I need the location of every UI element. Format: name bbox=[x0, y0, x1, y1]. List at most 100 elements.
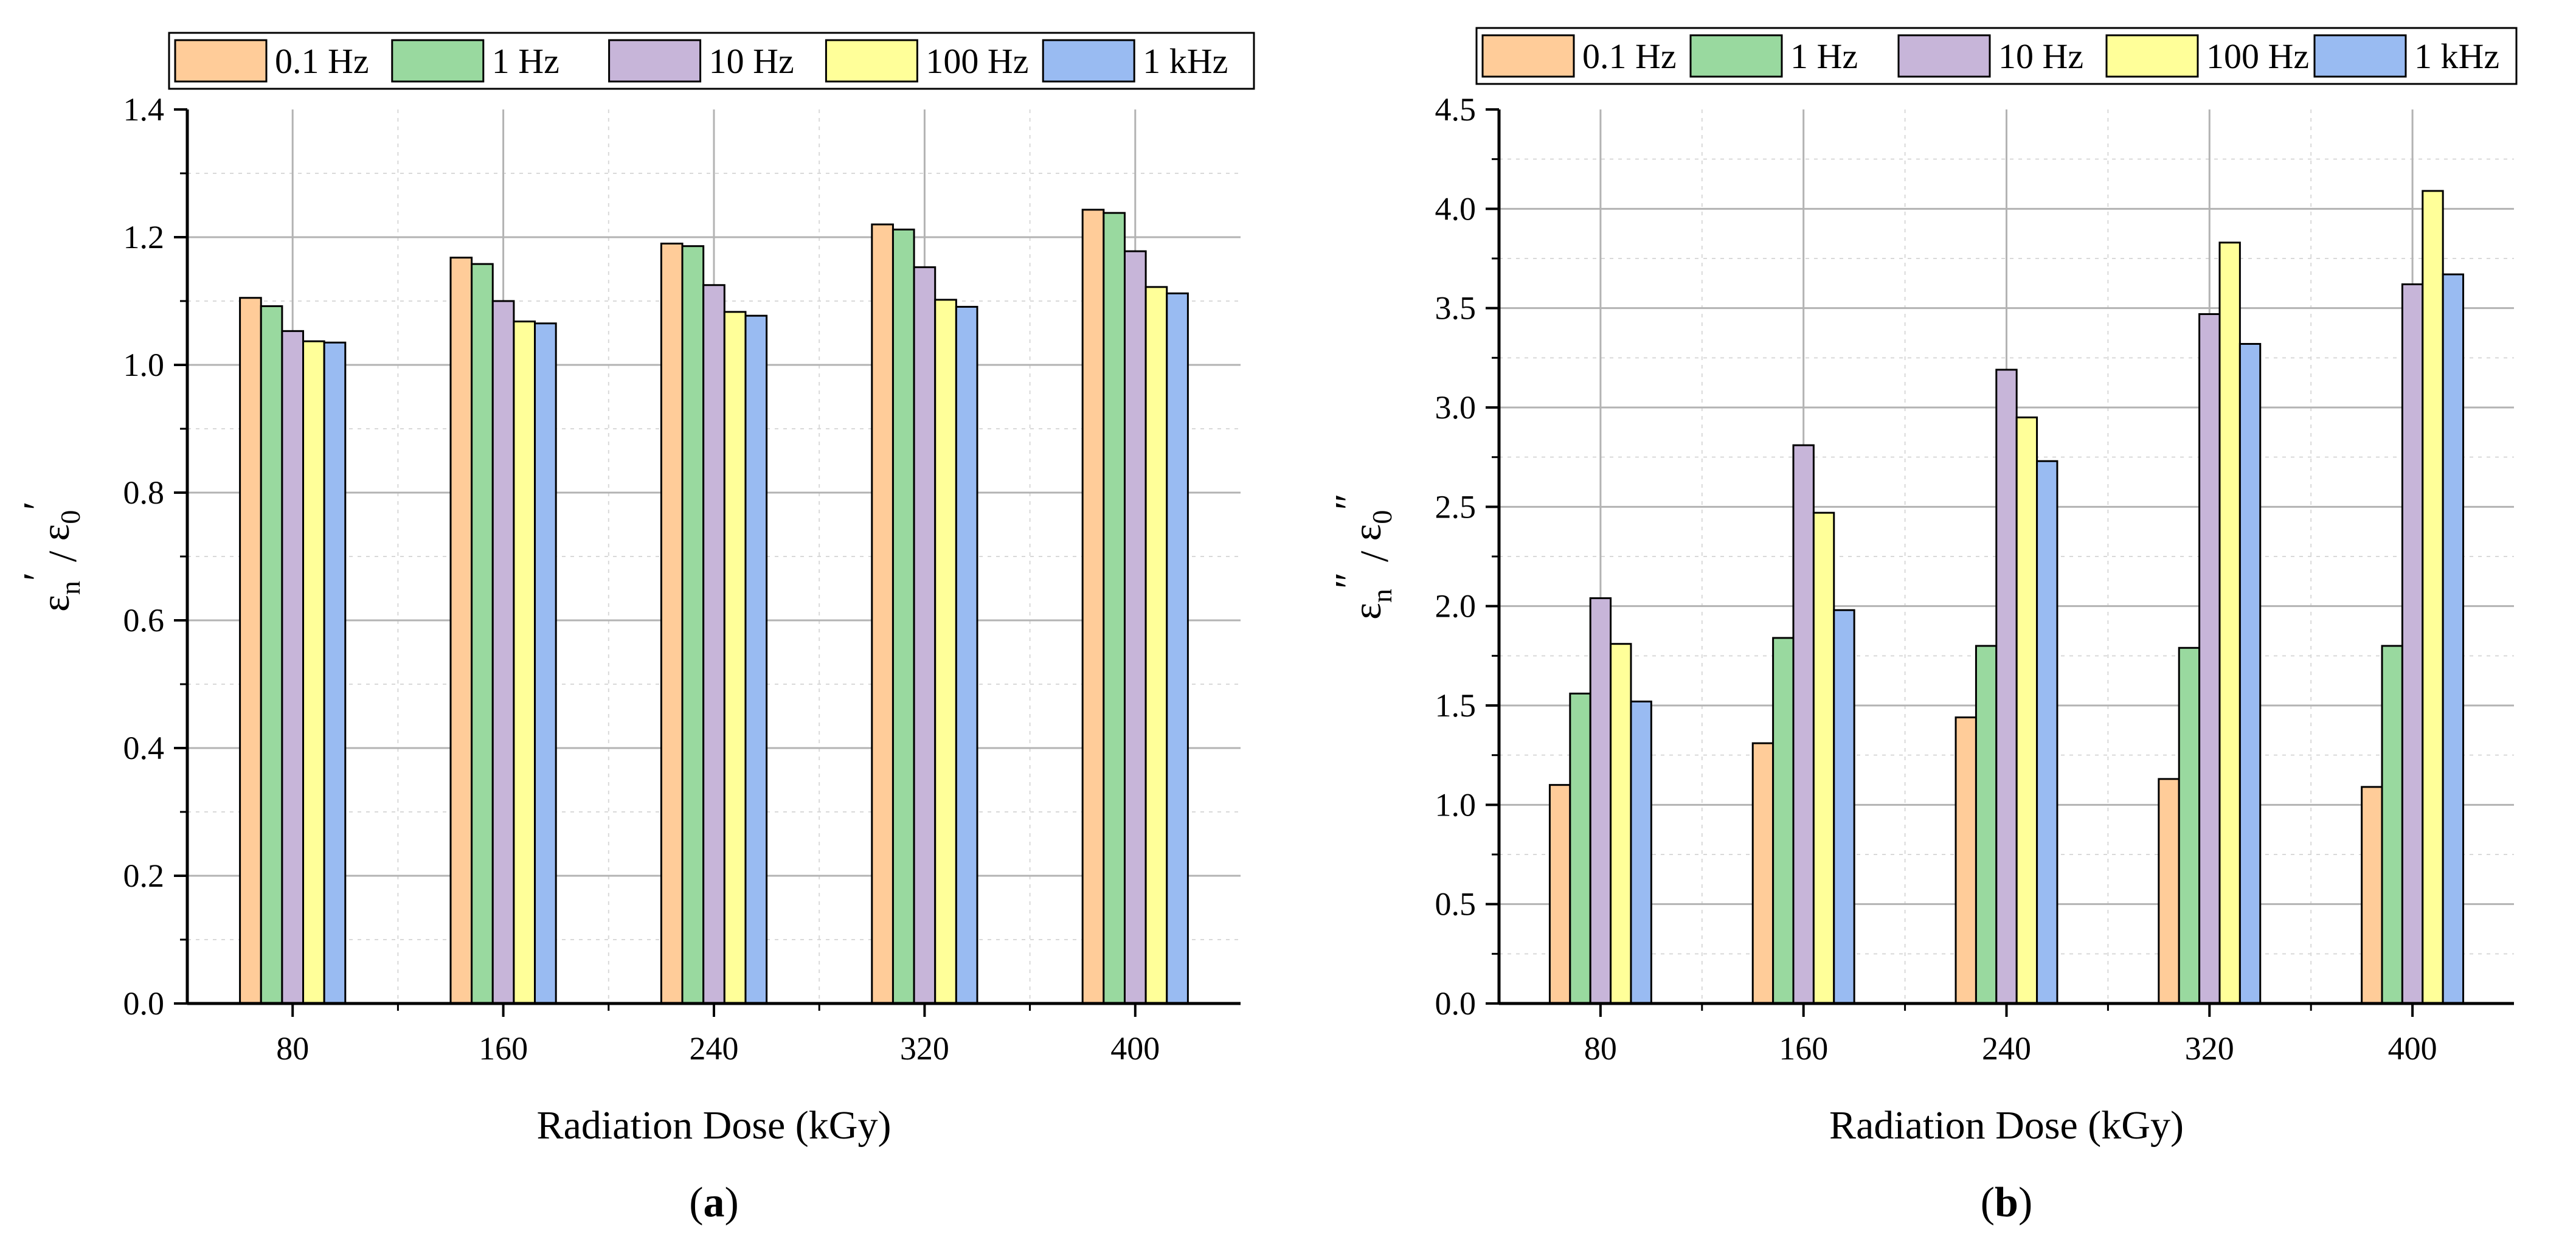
bar-1-hz-320 bbox=[2178, 646, 2201, 1005]
y-tick-label: 3.5 bbox=[1435, 290, 1477, 327]
y-tick-label: 0.2 bbox=[123, 858, 165, 894]
panel-b: 0.0 0.5 1.0 1.5 2.0 2.5 3.0 3.5 4.0 4.5 80 160 240 32… bbox=[1327, 27, 2518, 1226]
bar-10-hz-320 bbox=[2198, 313, 2221, 1005]
bar-1-hz-80 bbox=[1569, 692, 1591, 1005]
x-tick-label: 400 bbox=[2388, 1030, 2437, 1067]
y-tick-label: 0.4 bbox=[123, 730, 165, 766]
legend-label: 1 Hz bbox=[1790, 36, 1858, 76]
legend-label: 1 Hz bbox=[492, 41, 559, 81]
bar-0.1-hz-320 bbox=[2158, 778, 2180, 1005]
y-tick-label: 1.0 bbox=[123, 347, 165, 383]
legend-label: 0.1 Hz bbox=[275, 41, 369, 81]
legend-label: 10 Hz bbox=[1998, 36, 2083, 76]
y-tick-label: 0.0 bbox=[123, 985, 165, 1022]
bar-0.1-hz-320 bbox=[871, 223, 894, 1005]
y-tick-label: 2.5 bbox=[1435, 488, 1477, 525]
bar-0.1-hz-160 bbox=[449, 257, 473, 1005]
y-tick-label: 0.0 bbox=[1435, 985, 1477, 1022]
x-tick-label: 240 bbox=[690, 1030, 739, 1067]
bar-0.1-hz-240 bbox=[1955, 716, 1977, 1005]
bar-1-khz-80 bbox=[1630, 700, 1652, 1005]
y-tick-label: 3.0 bbox=[1435, 389, 1477, 426]
bar-1-khz-320 bbox=[2238, 342, 2262, 1005]
panel-label: (a) bbox=[689, 1179, 739, 1226]
bar-1-khz-240 bbox=[744, 314, 768, 1005]
bar-1-hz-240 bbox=[681, 245, 705, 1005]
legend-swatch-1-khz bbox=[1042, 39, 1135, 83]
bar-100-hz-240 bbox=[723, 311, 747, 1005]
x-tick-label: 320 bbox=[900, 1030, 949, 1067]
legend-swatch-100-hz bbox=[2105, 34, 2199, 78]
bar-1-khz-160 bbox=[534, 322, 557, 1005]
bar-100-hz-240 bbox=[2015, 416, 2038, 1005]
bar-10-hz-240 bbox=[1995, 369, 2018, 1005]
y-axis-title: εn′ / ε0′ bbox=[15, 501, 86, 612]
y-tick-label: 1.2 bbox=[123, 219, 165, 255]
legend-swatch-1-hz bbox=[391, 39, 485, 83]
bar-10-hz-160 bbox=[1792, 444, 1815, 1005]
y-tick-label: 0.8 bbox=[123, 474, 165, 511]
legend-swatch-0.1-hz bbox=[174, 39, 268, 83]
y-tick-label: 1.0 bbox=[1435, 786, 1477, 823]
bar-0.1-hz-240 bbox=[660, 243, 684, 1005]
x-tick-label: 160 bbox=[1779, 1030, 1828, 1067]
panel-a: 0.0 0.2 0.4 0.6 0.8 1.0 1.2 1.4 80 160 240 320 400 Ra… bbox=[15, 32, 1255, 1226]
y-tick-label: 4.5 bbox=[1435, 91, 1477, 128]
y-tick-label: 0.5 bbox=[1435, 886, 1477, 923]
bar-10-hz-400 bbox=[1123, 250, 1147, 1005]
x-tick-label: 320 bbox=[2185, 1030, 2234, 1067]
bar-1-hz-400 bbox=[1103, 212, 1126, 1005]
x-tick-label: 400 bbox=[1110, 1030, 1160, 1067]
bar-10-hz-320 bbox=[913, 266, 937, 1005]
legend-label: 1 kHz bbox=[2414, 36, 2499, 76]
bar-0.1-hz-400 bbox=[1081, 209, 1105, 1005]
bar-1-hz-160 bbox=[471, 263, 494, 1005]
bar-100-hz-400 bbox=[1144, 286, 1168, 1005]
bar-1-khz-160 bbox=[1833, 609, 1855, 1005]
bar-0.1-hz-400 bbox=[2361, 786, 2383, 1005]
bar-0.1-hz-160 bbox=[1751, 742, 1774, 1005]
x-axis-title: Radiation Dose (kGy) bbox=[537, 1103, 892, 1148]
bar-1-hz-320 bbox=[892, 228, 915, 1005]
bar-10-hz-400 bbox=[2401, 283, 2424, 1005]
bar-10-hz-80 bbox=[1589, 597, 1612, 1005]
legend-swatch-100-hz bbox=[825, 39, 918, 83]
y-tick-label: 4.0 bbox=[1435, 190, 1477, 227]
x-tick-label: 80 bbox=[1584, 1030, 1617, 1067]
bar-100-hz-320 bbox=[2218, 241, 2241, 1005]
bar-1-khz-400 bbox=[1166, 292, 1189, 1005]
x-tick-label: 160 bbox=[479, 1030, 528, 1067]
legend-swatch-1-khz bbox=[2313, 34, 2407, 78]
bar-10-hz-240 bbox=[702, 284, 725, 1005]
y-tick-label: 2.0 bbox=[1435, 588, 1477, 625]
bar-100-hz-80 bbox=[302, 340, 325, 1005]
y-tick-label: 0.6 bbox=[123, 602, 165, 639]
y-axis-title: εn″ / ε0″ bbox=[1327, 493, 1397, 620]
bar-100-hz-80 bbox=[1610, 643, 1632, 1005]
x-tick-label: 80 bbox=[276, 1030, 309, 1067]
bar-1-khz-80 bbox=[323, 341, 347, 1005]
legend-label: 100 Hz bbox=[926, 41, 1028, 81]
legend-swatch-1-hz bbox=[1689, 34, 1783, 78]
panel-label: (b) bbox=[1981, 1179, 2033, 1226]
legend-swatch-0.1-hz bbox=[1481, 34, 1575, 78]
bar-100-hz-160 bbox=[1812, 511, 1835, 1005]
legend-label: 100 Hz bbox=[2206, 36, 2309, 76]
bar-1-hz-400 bbox=[2381, 645, 2403, 1005]
bar-100-hz-320 bbox=[934, 299, 957, 1005]
legend-label: 0.1 Hz bbox=[1582, 36, 1677, 76]
bar-1-hz-240 bbox=[1975, 645, 1998, 1005]
bar-100-hz-160 bbox=[513, 321, 536, 1005]
x-axis-title: Radiation Dose (kGy) bbox=[1829, 1103, 2184, 1148]
legend-swatch-10-hz bbox=[608, 39, 702, 83]
bar-0.1-hz-80 bbox=[239, 297, 262, 1005]
legend-swatch-10-hz bbox=[1897, 34, 1991, 78]
bar-1-hz-160 bbox=[1772, 637, 1795, 1005]
bar-1-hz-80 bbox=[260, 305, 283, 1005]
bar-10-hz-80 bbox=[281, 330, 305, 1005]
bar-1-khz-240 bbox=[2036, 460, 2058, 1005]
bar-10-hz-160 bbox=[491, 300, 515, 1005]
bar-0.1-hz-80 bbox=[1548, 784, 1571, 1005]
y-tick-label: 1.4 bbox=[123, 91, 165, 128]
